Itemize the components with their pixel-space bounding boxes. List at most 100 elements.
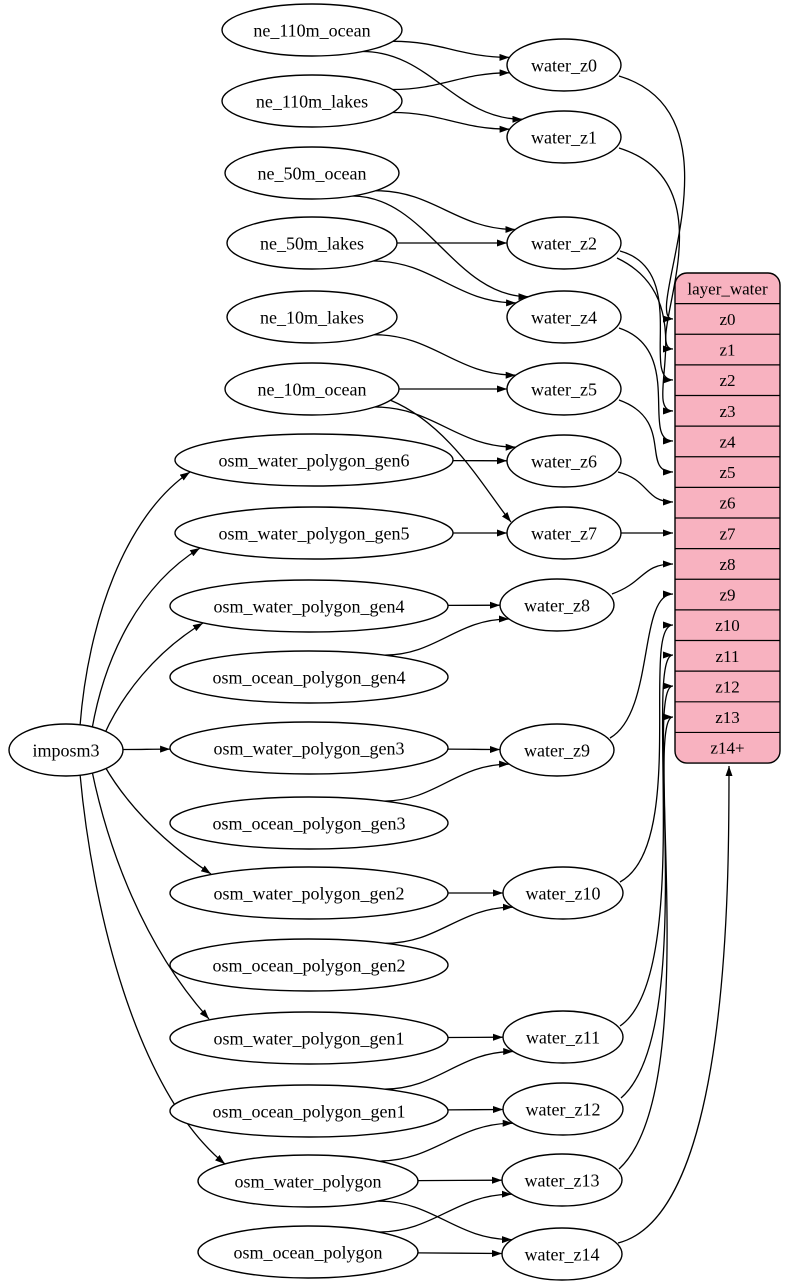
edge-water_z4-to-row-z4 — [619, 328, 673, 441]
node-water_z8-label: water_z8 — [524, 595, 590, 615]
table-row-z11-label: z11 — [716, 647, 740, 666]
table-row-z2-label: z2 — [719, 371, 735, 390]
edge-osm_water_polygon-to-water_z14 — [378, 1201, 512, 1240]
node-water_z5: water_z5 — [507, 363, 621, 415]
table-row-z1-label: z1 — [719, 340, 735, 359]
table-row-z10-label: z10 — [715, 616, 740, 635]
node-ne_110m_ocean: ne_110m_ocean — [222, 4, 402, 56]
layer-water-table-title: layer_water — [687, 279, 768, 298]
node-water_z1: water_z1 — [507, 111, 621, 163]
node-osm_water_polygon_gen6-label: osm_water_polygon_gen6 — [219, 450, 410, 470]
table-row-z5-label: z5 — [719, 463, 735, 482]
edge-ne_10m_lakes-to-water_z5 — [374, 335, 516, 376]
node-water_z2: water_z2 — [507, 217, 621, 269]
table-row-z14+-label: z14+ — [710, 739, 744, 758]
edge-imposm3-to-osm_water_polygon_gen5 — [92, 548, 200, 729]
node-water_z13-label: water_z13 — [525, 1170, 600, 1190]
node-ne_110m_lakes: ne_110m_lakes — [222, 75, 402, 127]
edge-imposm3-to-osm_water_polygon_gen6 — [80, 472, 190, 726]
table-row-z13-label: z13 — [715, 708, 740, 727]
node-water_z11-label: water_z11 — [526, 1027, 600, 1047]
node-osm_water_polygon_gen1-label: osm_water_polygon_gen1 — [214, 1028, 405, 1048]
node-osm_water_polygon-label: osm_water_polygon — [235, 1171, 382, 1191]
edge-osm_ocean_polygon-to-water_z14 — [418, 1253, 502, 1254]
node-water_z12-label: water_z12 — [526, 1099, 601, 1119]
node-osm_water_polygon_gen2: osm_water_polygon_gen2 — [170, 867, 448, 919]
edge-ne_50m_lakes-to-water_z4 — [373, 261, 516, 303]
edges-layer — [80, 41, 729, 1253]
edge-ne_110m_lakes-to-water_z0 — [393, 73, 510, 90]
table-row-z7-label: z7 — [719, 524, 736, 543]
node-water_z4-label: water_z4 — [531, 307, 597, 327]
edge-water_z8-to-row-z8 — [612, 564, 673, 594]
node-water_z0-label: water_z0 — [531, 55, 597, 75]
table-row-z9-label: z9 — [719, 586, 735, 605]
edge-water_z2-to-row-z3 — [617, 258, 673, 411]
node-ne_50m_lakes-label: ne_50m_lakes — [260, 233, 364, 253]
node-ne_10m_ocean-label: ne_10m_ocean — [258, 379, 367, 399]
node-water_z12: water_z12 — [503, 1083, 623, 1135]
node-water_z14: water_z14 — [502, 1228, 622, 1280]
table-row-z6-label: z6 — [719, 494, 735, 513]
table-row-z3-label: z3 — [719, 402, 735, 421]
node-osm_ocean_polygon: osm_ocean_polygon — [198, 1226, 418, 1278]
node-ne_10m_ocean: ne_10m_ocean — [225, 363, 399, 415]
node-osm_ocean_polygon_gen3: osm_ocean_polygon_gen3 — [170, 797, 448, 849]
table-layer: layer_water z0 z1 z2 z3 z4 z5 z6 z7 z8 z9 z10 z11 z12… — [675, 273, 780, 763]
table-row-z4-label: z4 — [719, 432, 736, 451]
node-water_z5-label: water_z5 — [531, 379, 597, 399]
edge-ne_50m_ocean-to-water_z2 — [376, 191, 516, 230]
node-osm_water_polygon_gen5: osm_water_polygon_gen5 — [175, 507, 453, 559]
node-ne_50m_ocean: ne_50m_ocean — [225, 147, 399, 199]
node-osm_water_polygon_gen2-label: osm_water_polygon_gen2 — [214, 883, 405, 903]
node-water_z6: water_z6 — [507, 435, 621, 487]
table-row-z0-label: z0 — [719, 310, 735, 329]
node-water_z2-label: water_z2 — [531, 233, 597, 253]
node-ne_10m_lakes-label: ne_10m_lakes — [260, 307, 364, 327]
node-water_z7: water_z7 — [507, 507, 621, 559]
node-osm_ocean_polygon_gen3-label: osm_ocean_polygon_gen3 — [213, 813, 406, 833]
node-imposm3: imposm3 — [9, 724, 123, 776]
edge-osm_ocean_polygon_gen2-to-water_z10 — [386, 907, 513, 943]
edge-osm_ocean_polygon_gen3-to-water_z9 — [384, 764, 510, 801]
node-ne_50m_ocean-label: ne_50m_ocean — [258, 163, 367, 183]
node-ne_110m_ocean-label: ne_110m_ocean — [253, 20, 370, 40]
node-imposm3-label: imposm3 — [32, 740, 99, 760]
node-water_z10: water_z10 — [503, 867, 623, 919]
node-osm_water_polygon_gen5-label: osm_water_polygon_gen5 — [219, 523, 410, 543]
node-water_z7-label: water_z7 — [531, 523, 597, 543]
node-osm_ocean_polygon_gen1-label: osm_ocean_polygon_gen1 — [213, 1101, 406, 1121]
node-osm_water_polygon_gen3: osm_water_polygon_gen3 — [170, 722, 448, 774]
node-osm_ocean_polygon_gen1: osm_ocean_polygon_gen1 — [170, 1085, 448, 1137]
edge-osm_ocean_polygon-to-water_z13 — [378, 1194, 511, 1232]
node-osm_water_polygon_gen3-label: osm_water_polygon_gen3 — [214, 738, 405, 758]
node-water_z10-label: water_z10 — [526, 883, 601, 903]
edge-water_z13-to-row-z13 — [619, 717, 673, 1169]
node-ne_110m_lakes-label: ne_110m_lakes — [256, 91, 368, 111]
node-water_z14-label: water_z14 — [525, 1244, 600, 1264]
node-osm_water_polygon_gen6: osm_water_polygon_gen6 — [175, 434, 453, 486]
table-row-z12-label: z12 — [715, 677, 740, 696]
node-osm_ocean_polygon_gen4-label: osm_ocean_polygon_gen4 — [213, 667, 406, 687]
node-ne_50m_lakes: ne_50m_lakes — [227, 217, 397, 269]
node-water_z8: water_z8 — [500, 579, 614, 631]
node-osm_water_polygon_gen4: osm_water_polygon_gen4 — [170, 580, 448, 632]
node-osm_water_polygon_gen4-label: osm_water_polygon_gen4 — [214, 596, 405, 616]
edge-water_z14-to-row-z14+ — [618, 766, 729, 1243]
node-osm_ocean_polygon_gen2-label: osm_ocean_polygon_gen2 — [213, 955, 406, 975]
edge-water_z12-to-row-z12 — [621, 686, 673, 1098]
node-osm_ocean_polygon_gen2: osm_ocean_polygon_gen2 — [170, 939, 448, 991]
node-water_z13: water_z13 — [502, 1154, 622, 1206]
node-water_z9-label: water_z9 — [524, 740, 590, 760]
node-water_z6-label: water_z6 — [531, 451, 597, 471]
edge-water_z6-to-row-z6 — [618, 472, 673, 502]
node-water_z0: water_z0 — [507, 39, 621, 91]
node-water_z4: water_z4 — [507, 291, 621, 343]
node-osm_ocean_polygon_gen4: osm_ocean_polygon_gen4 — [170, 651, 448, 703]
nodes-layer: imposm3 ne_110m_ocean ne_110m_lakes ne_50m_… — [9, 4, 623, 1280]
node-water_z11: water_z11 — [503, 1011, 623, 1063]
table-row-z8-label: z8 — [719, 555, 735, 574]
node-osm_water_polygon_gen1: osm_water_polygon_gen1 — [170, 1012, 448, 1064]
